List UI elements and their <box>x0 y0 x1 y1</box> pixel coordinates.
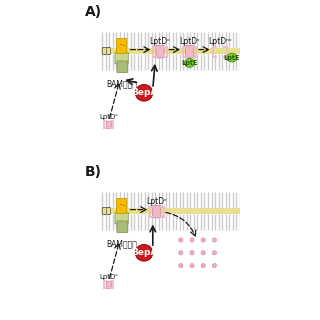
Ellipse shape <box>184 59 195 67</box>
Text: B): B) <box>85 165 102 179</box>
Circle shape <box>212 238 217 242</box>
Bar <box>101 48 240 54</box>
Circle shape <box>201 251 205 255</box>
Text: 外膜: 外膜 <box>102 47 112 56</box>
FancyBboxPatch shape <box>106 121 111 128</box>
Bar <box>101 208 240 214</box>
Text: LptDᶜ: LptDᶜ <box>100 114 118 120</box>
Text: BepA: BepA <box>131 88 157 97</box>
FancyBboxPatch shape <box>115 52 128 64</box>
Text: BAM複合体: BAM複合体 <box>106 239 137 248</box>
Text: LptDᶜ: LptDᶜ <box>149 37 171 46</box>
Circle shape <box>190 238 194 242</box>
FancyBboxPatch shape <box>106 281 111 288</box>
Text: LptE: LptE <box>224 55 240 60</box>
Text: 外膜: 外膜 <box>102 207 112 216</box>
Circle shape <box>190 263 194 268</box>
Text: LptDᶜ: LptDᶜ <box>179 37 200 46</box>
Circle shape <box>201 238 205 242</box>
FancyBboxPatch shape <box>153 206 161 218</box>
Ellipse shape <box>227 53 237 62</box>
Text: BepA: BepA <box>131 248 157 257</box>
Text: LptDᶜ: LptDᶜ <box>100 274 118 280</box>
FancyBboxPatch shape <box>156 46 164 58</box>
Circle shape <box>201 263 205 268</box>
Text: LptDⁿᶜ: LptDⁿᶜ <box>208 37 232 46</box>
FancyBboxPatch shape <box>115 212 128 224</box>
FancyBboxPatch shape <box>117 221 128 233</box>
Circle shape <box>190 251 194 255</box>
Text: BAM複合体: BAM複合体 <box>106 79 137 88</box>
Ellipse shape <box>135 84 153 101</box>
Text: LptE: LptE <box>181 60 198 66</box>
Circle shape <box>212 251 217 255</box>
FancyBboxPatch shape <box>116 198 127 214</box>
Text: LptDᶜ: LptDᶜ <box>146 197 167 206</box>
Circle shape <box>179 251 183 255</box>
Circle shape <box>179 263 183 268</box>
Circle shape <box>212 263 217 268</box>
FancyBboxPatch shape <box>186 46 194 58</box>
Text: A): A) <box>85 5 102 19</box>
FancyBboxPatch shape <box>116 38 127 53</box>
Circle shape <box>179 238 183 242</box>
FancyBboxPatch shape <box>117 61 128 73</box>
Ellipse shape <box>135 244 153 261</box>
